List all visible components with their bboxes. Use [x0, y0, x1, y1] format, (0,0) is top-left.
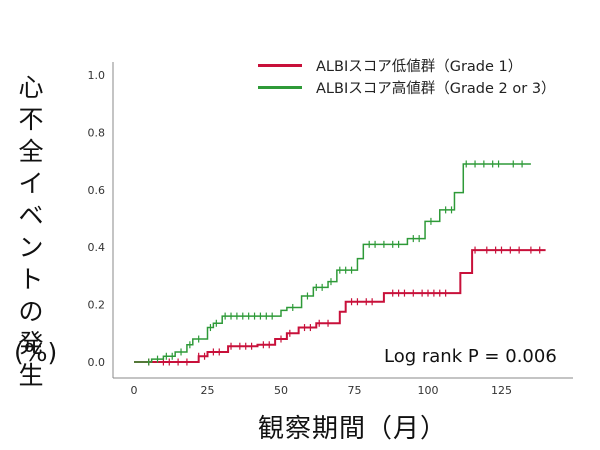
p-value-annotation: Log rank P = 0.006 — [384, 346, 557, 367]
y-tick-label: 0.6 — [88, 184, 106, 197]
legend-item-high: ALBIスコア高値群（Grade 2 or 3） — [258, 76, 556, 98]
legend-label-high: ALBIスコア高値群（Grade 2 or 3） — [316, 80, 556, 97]
x-tick-label: 125 — [491, 384, 512, 397]
y-tick-label: 0.4 — [88, 241, 106, 254]
x-tick-label: 75 — [348, 384, 362, 397]
x-tick-label: 25 — [201, 384, 215, 397]
series-line — [134, 249, 546, 363]
y-tick-label: 1.0 — [88, 69, 106, 82]
series-layer — [134, 160, 546, 366]
y-axis-label: 心不全イベントの発生 — [18, 73, 44, 390]
y-axis-unit: (%) — [14, 338, 58, 367]
legend-item-low: ALBIスコア低値群（Grade 1） — [258, 54, 556, 76]
axes — [112, 62, 573, 379]
y-tick-label: 0.2 — [88, 299, 106, 312]
x-tick-label: 100 — [418, 384, 439, 397]
y-tick-label: 0.0 — [88, 356, 106, 369]
x-tick-label: 50 — [274, 384, 288, 397]
legend-label-low: ALBIスコア低値群（Grade 1） — [316, 58, 523, 75]
legend-swatch-low — [258, 63, 302, 67]
series-1 — [134, 160, 531, 366]
y-tick-label: 0.8 — [88, 126, 106, 139]
legend-swatch-high — [258, 85, 302, 89]
legend: ALBIスコア低値群（Grade 1） ALBIスコア高値群（Grade 2 o… — [258, 54, 556, 98]
ticks: 0 25 50 75 100 125 0.0 0.2 0.4 0.6 0.8 1.0 — [88, 69, 513, 397]
series-line — [134, 163, 531, 363]
x-axis-label: 観察期間（月） — [258, 414, 448, 444]
x-tick-label: 0 — [131, 384, 138, 397]
